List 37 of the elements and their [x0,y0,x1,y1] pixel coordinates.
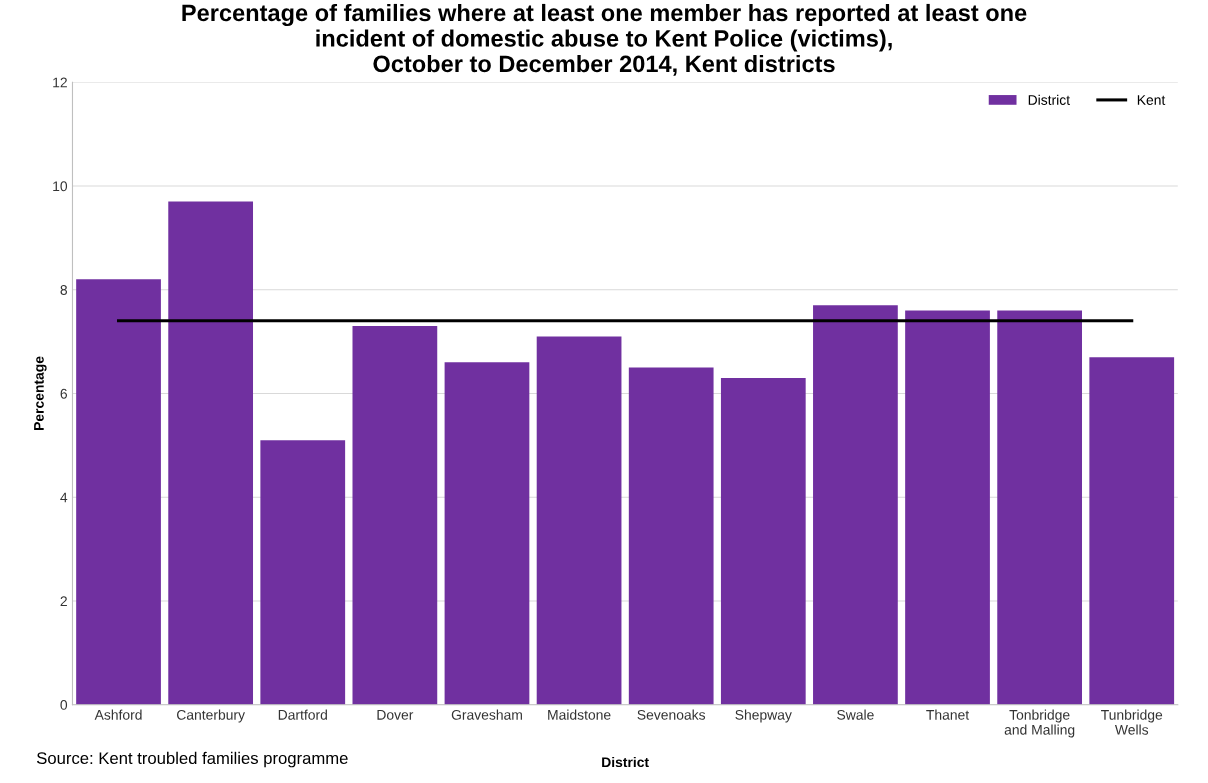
y-tick-label: 8 [60,285,68,295]
x-tick-label: Swale [837,709,874,720]
bar [444,362,530,705]
y-tick-label: 10 [53,181,68,192]
y-tick-label: 4 [60,492,68,503]
y-tick-label: 6 [60,388,68,399]
legend-label: District [1028,94,1070,105]
x-tick-label: Tunbridge Wells [1101,709,1163,735]
x-tick-label: Sevenoaks [637,709,706,720]
bar [813,305,898,705]
y-tick-label: 0 [60,700,68,710]
bar [1089,357,1175,705]
x-axis-title: District [602,756,649,768]
legend-label: Kent [1137,95,1166,105]
y-axis-title: Percentage [34,356,47,430]
bar [76,279,161,705]
bar [536,336,622,705]
bar [628,367,714,705]
x-tick-label: Maidstone [548,709,611,720]
x-tick-label: Dartford [278,709,327,720]
x-tick-label: Ashford [94,709,142,720]
bar [260,440,346,705]
bar [168,201,254,705]
bar [997,310,1083,705]
source-note: Source: Kent troubled families programme [37,751,348,768]
x-tick-label: Dover [377,710,414,720]
bar [352,326,438,705]
bar [720,377,806,705]
y-tick-label: 12 [53,77,67,88]
x-tick-label: Tonbridge and Malling [1004,709,1075,738]
bar [905,310,990,705]
chart-title: Percentage of families where at least one member has reported at least one incident of domestic abuse to Kent Police (victims), October to December 2014, Kent districts [182,3,1027,76]
y-tick-label: 2 [60,596,67,606]
x-tick-label: Shepway [735,709,792,723]
x-tick-label: Canterbury [177,709,245,723]
x-tick-label: Gravesham [451,709,522,720]
x-tick-label: Thanet [926,709,970,720]
